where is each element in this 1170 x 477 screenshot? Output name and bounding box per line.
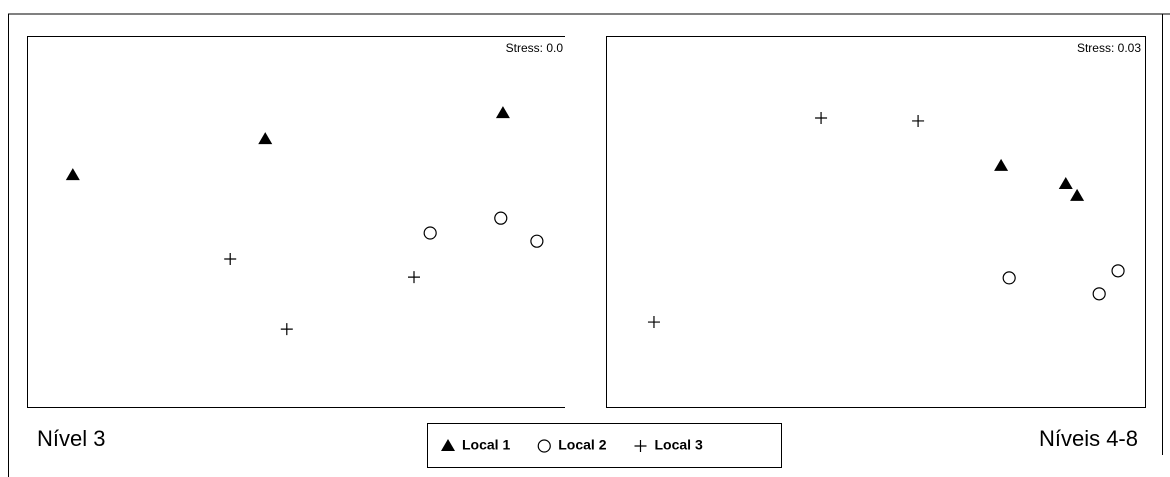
stress-label: Stress: 0.0: [506, 41, 564, 55]
plot-frame: [27, 36, 565, 408]
plus-marker: [224, 252, 237, 265]
panel-label: Níveis 4-8: [1039, 426, 1138, 451]
circle-marker: [1002, 271, 1016, 285]
triangle-marker: [441, 439, 455, 451]
plus-marker: [634, 440, 647, 452]
legend-label: Local 2: [558, 437, 606, 453]
circle-marker: [1111, 264, 1125, 278]
circle-marker: [530, 234, 544, 248]
plus-marker: [815, 111, 828, 124]
triangle-marker: [1070, 188, 1085, 201]
legend-label: Local 3: [655, 437, 703, 453]
plus-marker: [280, 323, 293, 336]
circle-marker: [1092, 287, 1106, 301]
triangle-marker: [994, 158, 1009, 171]
legend-label: Local 1: [462, 437, 510, 453]
legend: Local 1 Local 2 Local 3: [441, 437, 703, 453]
panel-label: Nível 3: [37, 426, 105, 451]
triangle-marker: [1058, 177, 1073, 190]
plot-frame: [606, 36, 1146, 408]
stress-label: Stress: 0.03: [1077, 41, 1141, 55]
circle-marker: [494, 211, 508, 225]
plus-marker: [912, 114, 925, 127]
triangle-marker: [258, 132, 273, 145]
circle-marker: [537, 439, 551, 453]
triangle-marker: [495, 106, 510, 119]
plus-marker: [647, 316, 660, 329]
panel: Stress: 0.03: [606, 36, 1146, 408]
legend-box: [427, 423, 782, 468]
panel: Stress: 0.0: [27, 36, 565, 408]
triangle-marker: [65, 168, 80, 181]
circle-marker: [423, 226, 437, 240]
plus-marker: [408, 271, 421, 284]
